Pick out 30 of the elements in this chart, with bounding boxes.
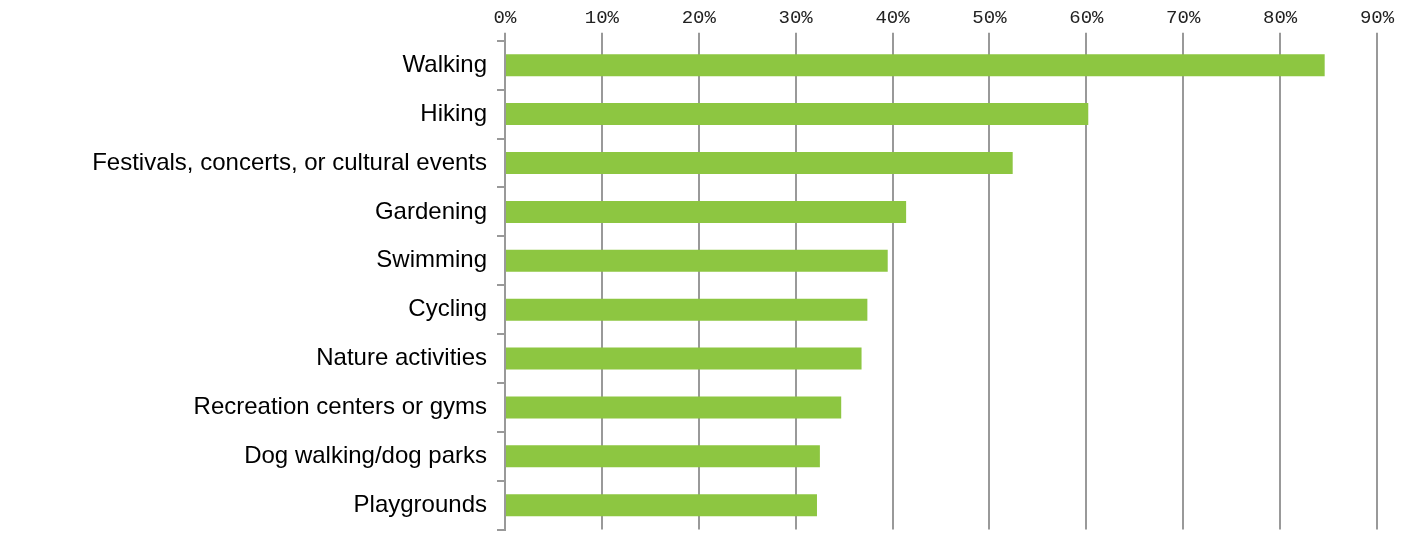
bar: [506, 298, 868, 321]
x-tick-label: 90%: [1359, 7, 1395, 30]
x-tick-label: 20%: [681, 7, 717, 30]
bar: [506, 152, 1013, 174]
x-tick-label: 40%: [875, 7, 911, 30]
x-tick-label: 80%: [1263, 7, 1298, 30]
bar: [506, 347, 862, 370]
x-tick-label: 50%: [972, 7, 1008, 30]
bar: [506, 54, 1325, 77]
x-tick-label: 30%: [778, 7, 814, 30]
y-tick-label: Cycling: [408, 294, 487, 322]
y-tick-label: Dog walking/dog parks: [244, 440, 487, 468]
bar: [506, 103, 1089, 126]
bar: [506, 494, 817, 517]
y-tick-label: Recreation centers or gyms: [193, 392, 487, 420]
x-tick-label: 10%: [584, 7, 620, 30]
y-tick-label: Festivals, concerts, or cultural events: [92, 147, 487, 175]
y-tick-label: Swimming: [376, 245, 487, 273]
bar: [506, 249, 888, 272]
x-tick-label: 60%: [1069, 7, 1105, 30]
y-tick-label: Nature activities: [316, 343, 487, 371]
y-tick-label: Gardening: [374, 196, 487, 224]
y-tick-label: Walking: [402, 49, 487, 77]
x-tick-label: 70%: [1166, 7, 1201, 30]
x-tick-label: 0%: [493, 7, 517, 30]
y-tick-label: Hiking: [420, 98, 487, 126]
bar: [506, 396, 842, 419]
bar: [506, 200, 907, 223]
bar: [506, 445, 820, 468]
y-tick-label: Playgrounds: [353, 489, 487, 517]
